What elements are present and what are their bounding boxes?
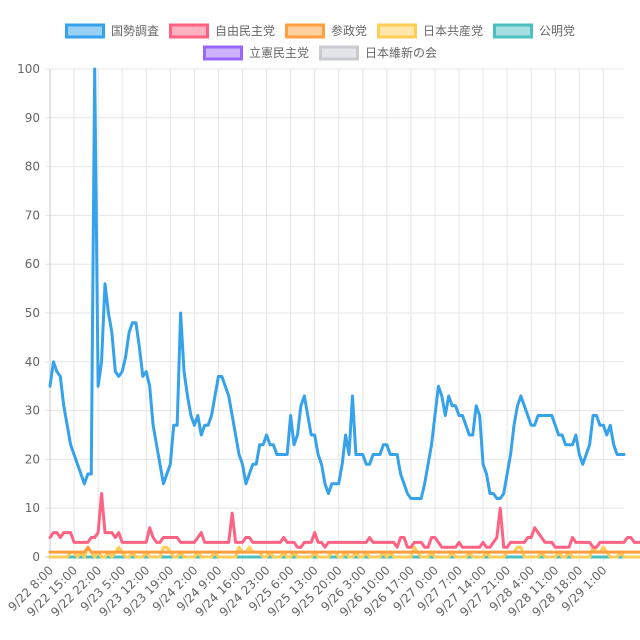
y-tick-label: 50 [25,306,40,320]
series-line-1[interactable] [48,492,640,549]
legend-label: 国勢調査 [111,23,159,38]
legend-item-6[interactable]: 日本維新の会 [318,45,437,61]
legend-item-0[interactable]: 国勢調査 [64,23,159,39]
series-line-2[interactable] [48,545,640,554]
legend-item-4[interactable]: 公明党 [493,23,576,39]
y-tick-label: 90 [25,111,40,125]
legend-swatch [202,45,243,61]
y-axis: 0 10 20 30 40 50 60 70 80 90 100 [17,62,40,564]
legend-swatch [168,23,209,39]
y-tick-label: 80 [25,160,40,174]
y-tick-label: 0 [32,550,40,564]
legend-label: 日本維新の会 [365,45,437,60]
legend-swatch [318,45,359,61]
legend-label: 立憲民主党 [249,45,309,60]
y-tick-label: 100 [17,62,40,76]
y-tick-label: 30 [25,404,40,418]
legend-item-1[interactable]: 自由民主党 [168,23,275,39]
series-line-0[interactable] [48,67,626,500]
legend-item-5[interactable]: 立憲民主党 [202,45,309,61]
y-tick-label: 60 [25,257,40,271]
legend-label: 日本共産党 [423,23,483,38]
legend-item-3[interactable]: 日本共産党 [377,23,484,39]
legend-label: 参政党 [331,23,367,38]
legend-item-2[interactable]: 参政党 [284,23,367,39]
legend-label: 自由民主党 [215,23,275,38]
series-line-3[interactable] [48,545,640,559]
legend-swatch [493,23,534,39]
legend-swatch [284,23,325,39]
legend-swatch [377,23,418,39]
legend-label: 公明党 [539,23,575,38]
y-tick-label: 40 [25,355,40,369]
y-tick-label: 70 [25,208,40,222]
x-axis: 9/22 8:009/22 15:009/22 22:009/23 5:009/… [5,563,609,619]
plot-area [48,67,640,559]
grid [45,68,624,562]
y-tick-label: 20 [25,452,40,466]
y-tick-label: 10 [25,501,40,515]
legend-swatch [64,23,105,39]
